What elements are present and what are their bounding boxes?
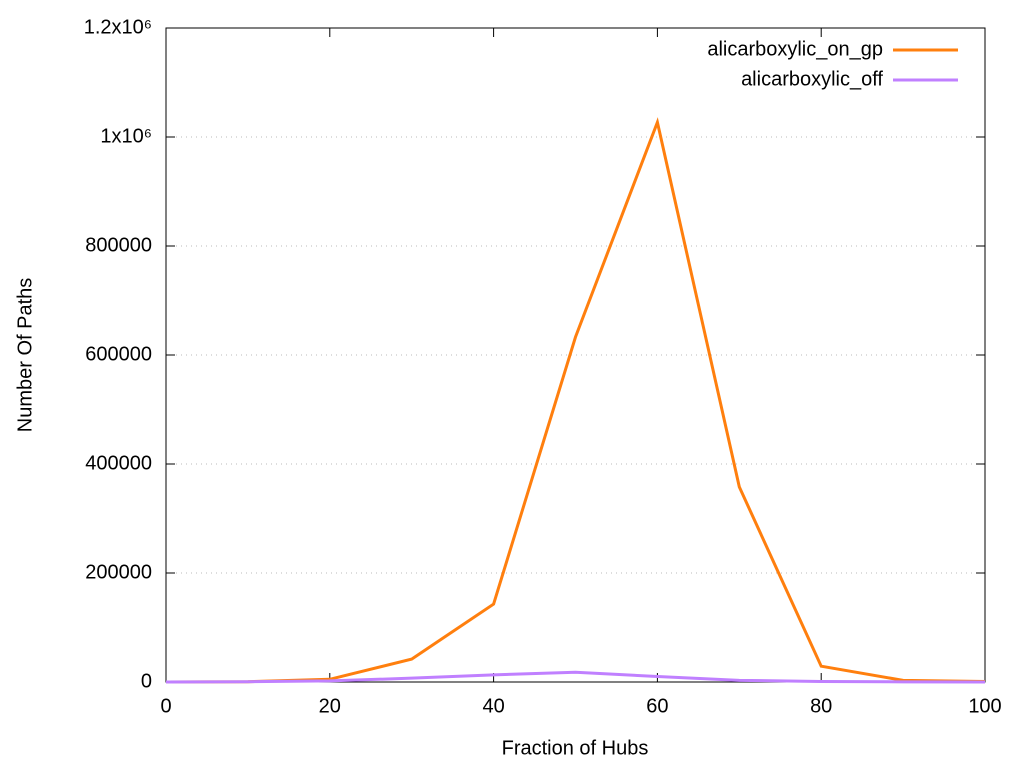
- x-axis-label: Fraction of Hubs: [502, 737, 649, 759]
- legend-label: alicarboxylic_on_gp: [707, 38, 883, 60]
- x-tick-label: 80: [810, 695, 832, 717]
- x-tick-label: 100: [968, 695, 1001, 717]
- y-tick-label: 400000: [85, 452, 152, 474]
- x-tick-label: 0: [160, 695, 171, 717]
- x-tick-label: 40: [482, 695, 504, 717]
- plot-frame: [165, 27, 986, 683]
- legend-label: alicarboxylic_off: [741, 68, 883, 90]
- y-tick-label: 200000: [85, 561, 152, 583]
- x-tick-label: 60: [646, 695, 668, 717]
- y-tick-label: 0: [141, 670, 152, 692]
- x-tick-label: 20: [319, 695, 341, 717]
- y-tick-label: 1.2x10⁶: [84, 16, 152, 38]
- y-tick-label: 1x10⁶: [100, 125, 152, 147]
- y-tick-label: 800000: [85, 234, 152, 256]
- series-line: [165, 117, 986, 684]
- series-line: [165, 670, 986, 684]
- y-tick-label: 600000: [85, 343, 152, 365]
- y-axis-label: Number Of Paths: [14, 278, 36, 433]
